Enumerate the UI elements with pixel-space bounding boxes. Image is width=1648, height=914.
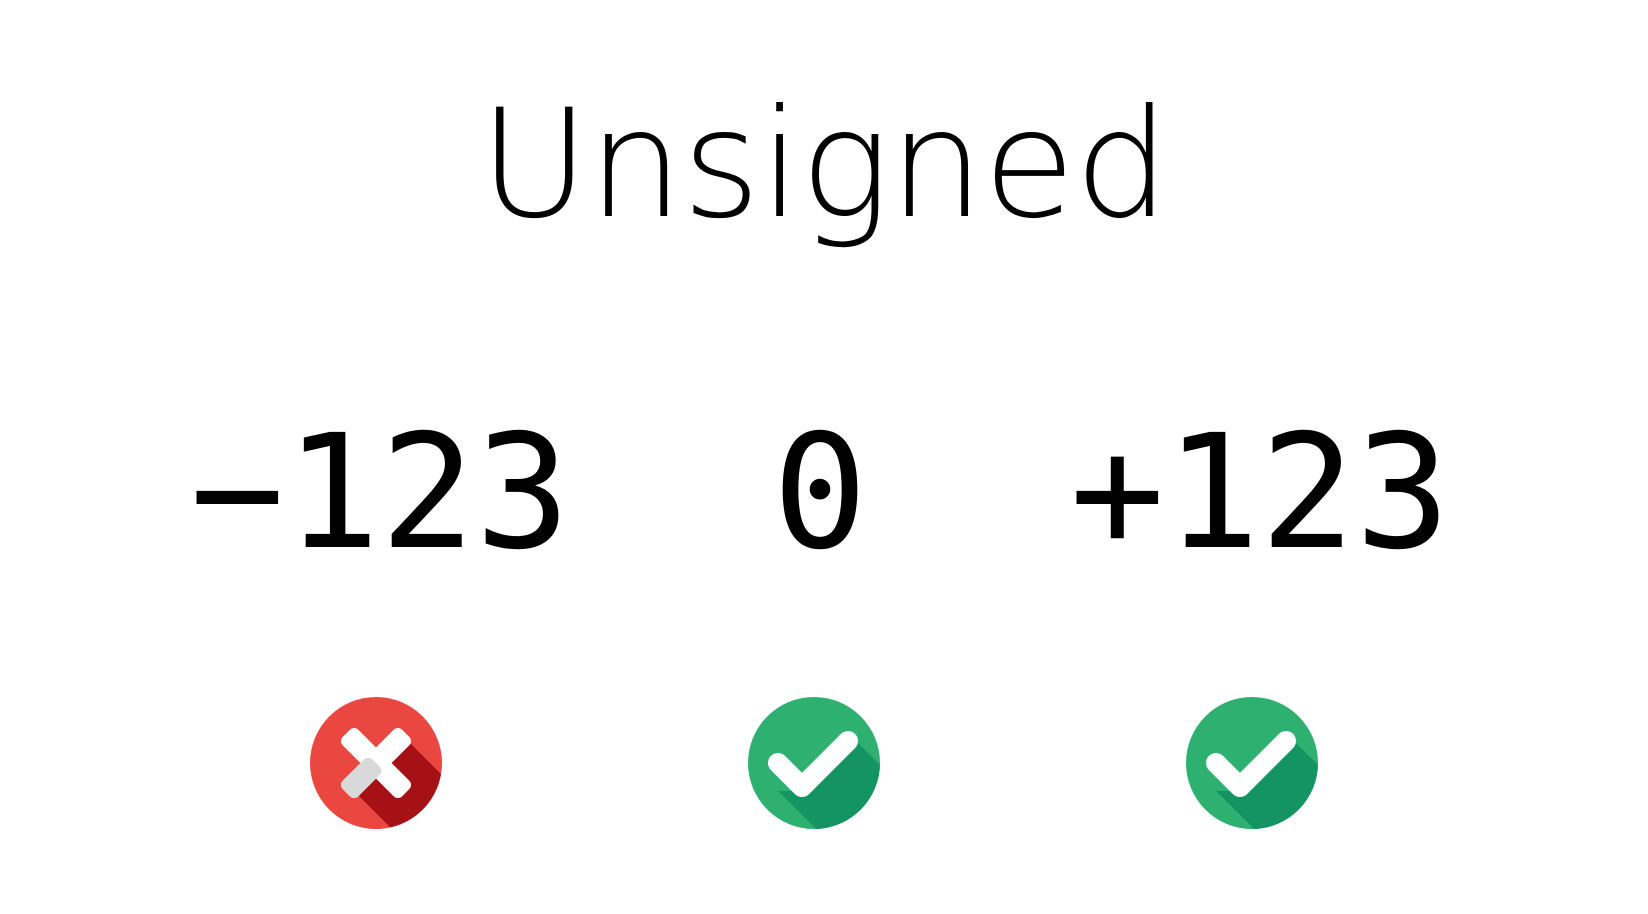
value-zero: 0 (772, 401, 868, 585)
cross-icon (310, 697, 442, 829)
check-icon (1186, 697, 1318, 829)
page-title: Unsigned (479, 78, 1169, 252)
value-positive: +123 (1069, 401, 1451, 585)
value-negative: −123 (189, 401, 571, 585)
check-icon (748, 697, 880, 829)
